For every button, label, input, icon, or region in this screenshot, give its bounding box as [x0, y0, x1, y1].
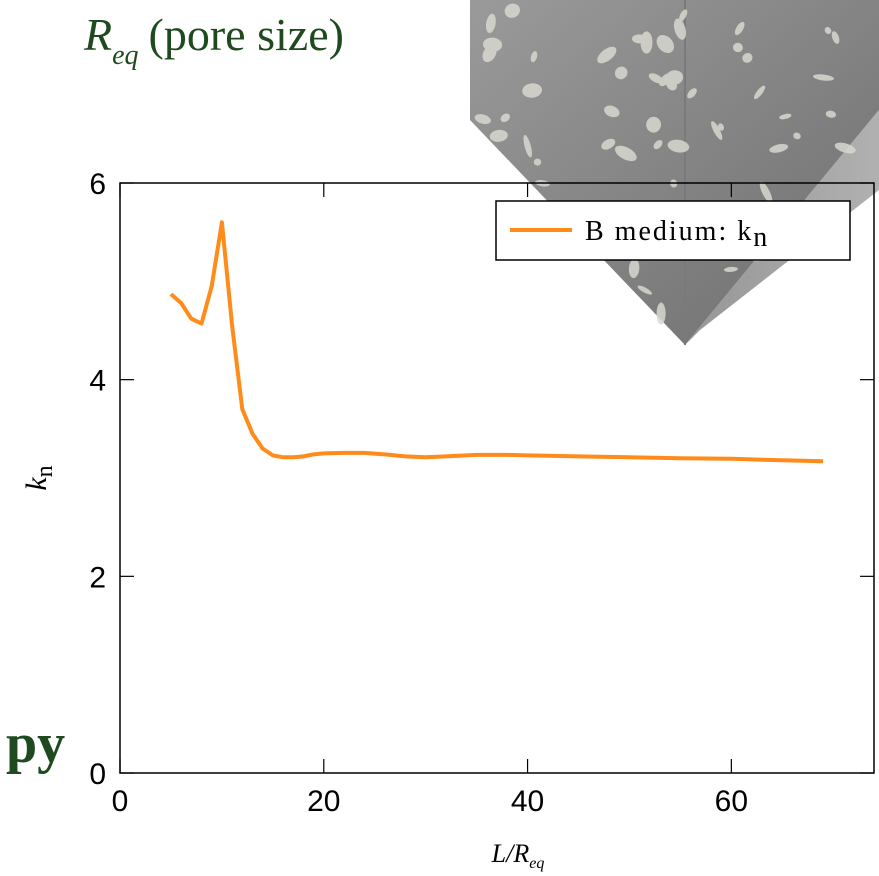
pore-shape	[653, 140, 663, 150]
y-tick-label: 0	[89, 758, 106, 791]
plot-frame	[119, 182, 875, 774]
pore-shape	[656, 35, 675, 53]
req-subscript: eq	[112, 40, 139, 71]
x-tick-label: 60	[715, 785, 748, 818]
x-tick-label: 0	[112, 785, 129, 818]
pore-shape	[759, 181, 773, 203]
pore-shape	[614, 145, 637, 162]
y-tick-label: 6	[89, 168, 106, 201]
pore-shape	[656, 302, 666, 325]
pore-shape	[604, 105, 620, 118]
pore-shape	[793, 132, 801, 140]
x-axis-label: L/Req	[491, 839, 545, 872]
pore-shape	[779, 113, 792, 120]
pore-shape	[831, 31, 840, 44]
pore-shape	[628, 258, 640, 279]
pore-shape	[601, 138, 616, 150]
pore-shape	[474, 114, 491, 125]
y-axis: 0 2 4 6	[89, 168, 874, 791]
pore-shape	[640, 31, 653, 54]
pore-shape	[523, 134, 532, 158]
req-symbol: R	[84, 9, 113, 60]
legend-label: B medium: kn	[585, 216, 769, 253]
pore-shape	[732, 42, 743, 53]
pore-shape	[597, 46, 617, 64]
pore-shape	[825, 110, 837, 118]
pore-shape	[824, 27, 832, 34]
pore-shape	[813, 74, 834, 81]
y-tick-label: 4	[89, 365, 106, 398]
porous-medium-image	[470, 0, 879, 345]
pore-shape	[742, 52, 753, 63]
pore-shape	[723, 266, 738, 272]
pore-shape	[637, 285, 652, 295]
pore-shape	[769, 143, 789, 153]
pore-size-title: Req (pore size)	[84, 8, 344, 72]
x-axis: 0 20 40 60	[112, 183, 748, 818]
legend: B medium: kn	[495, 200, 851, 261]
pore-shape	[485, 13, 496, 33]
cropped-text-fragment: py	[6, 713, 66, 775]
pore-shape	[718, 123, 724, 131]
pore-shape	[679, 9, 688, 22]
y-tick-label: 2	[89, 561, 106, 594]
pore-shape	[500, 113, 510, 123]
pore-shape	[489, 129, 508, 142]
pore-shape	[504, 3, 520, 18]
pore-shape	[734, 21, 745, 36]
pore-shape	[530, 51, 538, 63]
pore-shape	[711, 121, 723, 140]
series-line-b-medium	[169, 220, 824, 464]
x-tick-label: 40	[511, 785, 544, 818]
pore-shape	[754, 85, 766, 100]
pore-shape	[533, 158, 542, 166]
pore-size-text: (pore size)	[148, 9, 344, 60]
pore-shape	[834, 142, 856, 154]
pore-shape	[667, 139, 690, 153]
pore-shape	[614, 66, 628, 80]
pore-shape	[673, 18, 687, 40]
pore-shape	[522, 83, 542, 98]
pore-shape	[646, 116, 662, 133]
pore-shape	[665, 70, 684, 85]
pore-shape	[483, 37, 503, 52]
x-tick-label: 20	[307, 785, 340, 818]
y-axis-label: kn	[20, 465, 58, 490]
pore-shape	[687, 88, 697, 99]
